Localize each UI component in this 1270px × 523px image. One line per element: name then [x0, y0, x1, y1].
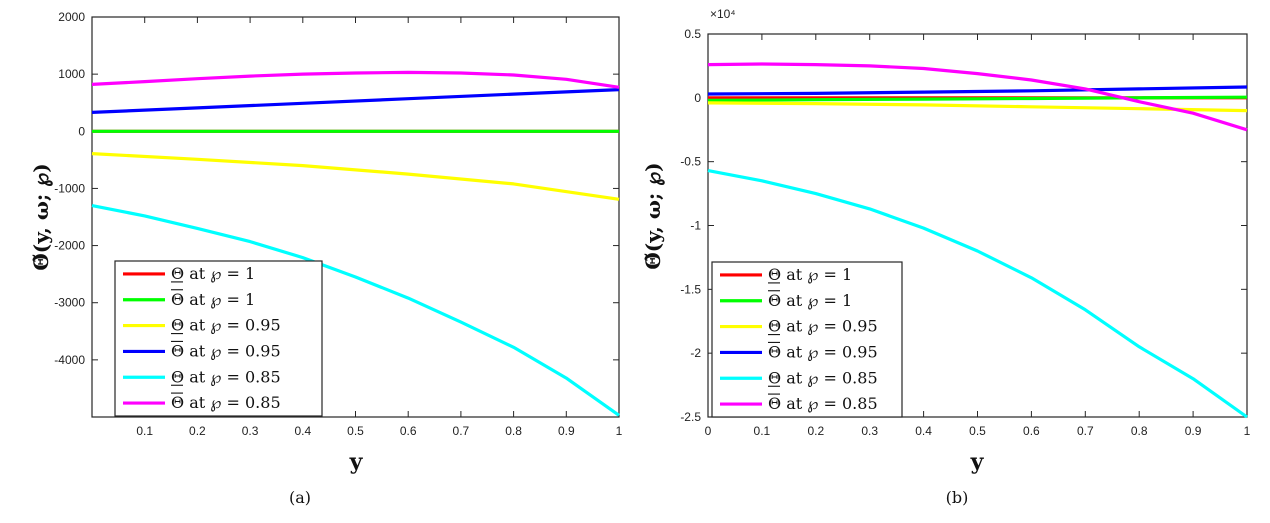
y-tick-label: -0.5 — [680, 155, 701, 169]
x-axis-label: y — [349, 449, 364, 475]
y-axis-label: Θ̃(y, ω; ℘) — [641, 162, 665, 269]
x-tick-label: 0.2 — [189, 424, 206, 438]
x-tick-label: 0.3 — [242, 424, 259, 438]
y-axis-label: Θ̃(y, ω; ℘) — [29, 163, 53, 270]
x-tick-label: 0.4 — [915, 424, 932, 438]
legend: Θ at ℘ = 1 Θ at ℘ = 1 Θ at ℘ = 0.95 Θ at ℘ … — [114, 260, 323, 417]
legend-box — [711, 261, 903, 418]
x-tick-label: 0.7 — [453, 424, 470, 438]
y-tick-label: -3000 — [54, 296, 85, 310]
x-tick-label: 0.1 — [754, 424, 771, 438]
y-tick-label: -1 — [690, 219, 701, 233]
y-tick-label: 2000 — [58, 10, 85, 24]
y-tick-label: 0 — [694, 91, 701, 105]
legend: Θ at ℘ = 1 Θ at ℘ = 1 Θ at ℘ = 0.95 Θ at ℘ … — [711, 261, 903, 418]
series-line — [707, 85, 1248, 96]
y-tick-label: 1000 — [58, 67, 85, 81]
x-tick-label: 0.8 — [505, 424, 522, 438]
x-tick-label: 0.2 — [807, 424, 824, 438]
series-line — [91, 70, 620, 89]
x-tick-label: 0.1 — [136, 424, 153, 438]
series-line — [707, 169, 1248, 419]
x-tick-label: 0.5 — [969, 424, 986, 438]
x-tick-label: 0.9 — [1185, 424, 1202, 438]
x-axis-label: y — [970, 449, 985, 475]
series-line — [91, 88, 620, 114]
legend-entry: Θ at ℘ = 0.95 — [171, 316, 281, 335]
y-tick-label: 0 — [78, 124, 85, 138]
y-tick-label: -4000 — [54, 353, 85, 367]
x-tick-label: 0.6 — [400, 424, 417, 438]
legend-entry: Θ at ℘ = 1 — [171, 290, 255, 309]
x-tick-label: 0.9 — [558, 424, 575, 438]
legend-entry: Θ at ℘ = 0.85 — [768, 368, 878, 387]
legend-entry: Θ at ℘ = 0.95 — [768, 342, 878, 361]
series-line — [707, 101, 1248, 113]
x-tick-label: 0 — [705, 424, 712, 438]
x-tick-label: 1 — [1244, 424, 1251, 438]
x-tick-label: 0.7 — [1077, 424, 1094, 438]
panel-caption: (b) — [946, 488, 969, 507]
x-tick-label: 1 — [616, 424, 623, 438]
panel-b: 0.5 0 -0.5 -1 -1.5 -2 -2.5 0 0.1 0.2 0.3 0.4 0.5 0.6 0… — [641, 7, 1251, 507]
series-line — [707, 95, 1248, 102]
y-tick-label: -2.5 — [680, 410, 701, 424]
legend-entry: Θ at ℘ = 0.85 — [171, 393, 281, 412]
y-tick-label: -2 — [690, 346, 701, 360]
series-line — [707, 62, 1248, 132]
panel-caption: (a) — [289, 488, 311, 507]
x-tick-label: 0.4 — [294, 424, 311, 438]
y-tick-label: -2000 — [54, 239, 85, 253]
legend-entry: Θ at ℘ = 0.85 — [768, 394, 878, 413]
axis-exponent-label: ×10⁴ — [710, 7, 736, 21]
y-tick-label: -1.5 — [680, 282, 701, 296]
legend-entry: Θ at ℘ = 0.95 — [171, 341, 281, 360]
series-line — [91, 204, 620, 417]
legend-box — [114, 260, 323, 417]
x-tick-label: 0.8 — [1131, 424, 1148, 438]
legend-entry: Θ at ℘ = 0.85 — [171, 367, 281, 386]
legend-entry: Θ at ℘ = 1 — [768, 265, 852, 284]
x-tick-label: 0.6 — [1023, 424, 1040, 438]
y-tick-label: 0.5 — [684, 27, 701, 41]
legend-entry: Θ at ℘ = 0.95 — [768, 317, 878, 336]
x-tick-label: 0.5 — [347, 424, 364, 438]
legend-entry: Θ at ℘ = 1 — [171, 264, 255, 283]
legend-entry: Θ at ℘ = 1 — [768, 291, 852, 310]
y-tick-label: -1000 — [54, 181, 85, 195]
x-tick-label: 0.3 — [861, 424, 878, 438]
series-line — [91, 152, 620, 201]
panel-a: 2000 1000 0 -1000 -2000 -3000 -4000 0.1 0.2 0.3 0.… — [29, 10, 623, 507]
